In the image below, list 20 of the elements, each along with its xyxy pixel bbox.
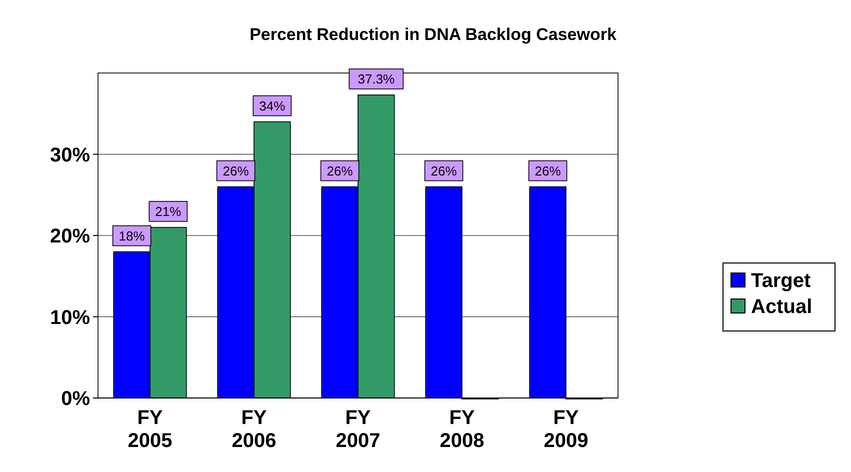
data-label: 26% xyxy=(534,163,562,178)
x-tick-label: FY 2005 xyxy=(128,407,172,452)
y-tick-label: 30% xyxy=(50,144,90,166)
data-label: 34% xyxy=(259,98,286,114)
x-tick-label: FY 2008 xyxy=(440,407,484,452)
x-tick-label: FY 2007 xyxy=(336,407,380,452)
y-tick-label: 20% xyxy=(50,226,90,248)
data-label: 37.3% xyxy=(358,71,396,86)
y-tick-label: 10% xyxy=(50,306,90,329)
data-label: 26% xyxy=(326,163,354,178)
legend-label: Actual xyxy=(751,296,812,318)
data-label: 26% xyxy=(222,163,250,178)
chart-title: Percent Reduction in DNA Backlog Casework xyxy=(250,25,617,44)
data-label: 26% xyxy=(430,163,458,178)
y-tick-label: 0% xyxy=(61,388,90,410)
data-label: 21% xyxy=(155,204,182,219)
x-tick-label: FY 2006 xyxy=(232,407,276,452)
data-label: 18% xyxy=(118,228,146,244)
x-tick-label: FY 2009 xyxy=(544,407,588,452)
legend-label: Target xyxy=(751,270,811,292)
